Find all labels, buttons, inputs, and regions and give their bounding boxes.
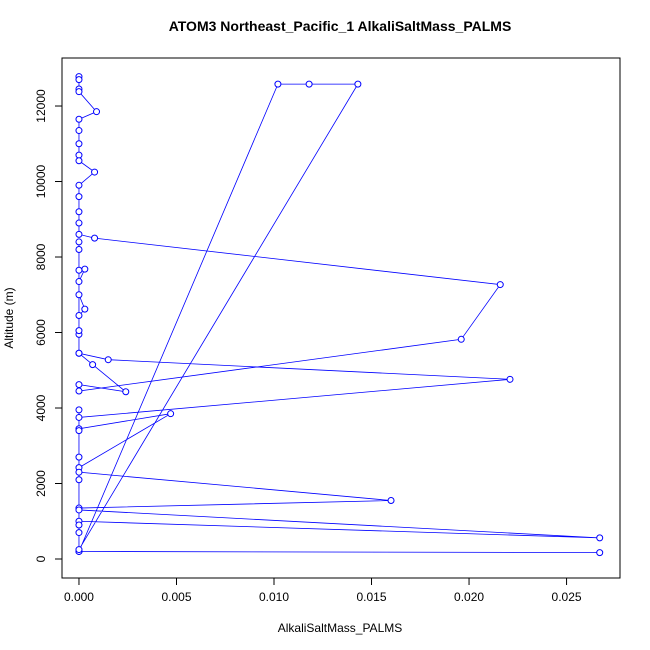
data-point [75,127,83,135]
x-tick-label: 0.020 [454,590,484,604]
x-axis-label: AlkaliSaltMass_PALMS [278,621,403,635]
data-point [75,193,83,201]
data-point [596,549,604,557]
data-point [91,168,99,176]
data-point [75,387,83,395]
y-tick-label: 0 [34,555,48,562]
data-point [75,427,83,435]
data-point [93,108,101,116]
data-point [91,234,99,242]
data-point [496,281,504,289]
data-point [104,356,112,364]
data-point [457,335,465,343]
data-point [75,521,83,529]
data-point [75,453,83,461]
data-point [122,388,130,396]
data-point [75,312,83,320]
data-point [75,506,83,514]
x-tick-label: 0.015 [357,590,387,604]
data-point [596,534,604,542]
x-tick-label: 0.005 [161,590,191,604]
data-point [75,291,83,299]
data-point [167,410,175,418]
x-tick-label: 0.025 [552,590,582,604]
data-point [75,230,83,238]
plot-frame [61,57,621,579]
data-point [75,76,83,84]
data-point [75,115,83,123]
y-tick-label: 4000 [34,394,48,421]
data-point [75,245,83,253]
data-point [75,413,83,421]
data-point [75,238,83,246]
y-axis-label: Altitude (m) [2,287,16,348]
y-tick-label: 8000 [34,243,48,270]
data-point [75,181,83,189]
data-point [75,529,83,537]
data-point [274,80,282,88]
x-tick-label: 0.000 [64,590,94,604]
data-point [89,361,97,369]
data-point [506,375,514,383]
y-tick-label: 10000 [34,165,48,199]
data-point [75,157,83,165]
data-point [354,80,362,88]
data-point [75,140,83,148]
data-point [75,151,83,159]
data-point [75,88,83,96]
data-point [75,468,83,476]
x-tick-label: 0.010 [259,590,289,604]
data-point [81,265,89,273]
y-tick-label: 2000 [34,470,48,497]
data-point [387,497,395,505]
y-tick-label: 12000 [34,89,48,123]
data-point [75,219,83,227]
data-point [75,278,83,286]
data-point [75,327,83,335]
data-point [305,80,313,88]
data-point [75,381,83,389]
data-point [75,349,83,357]
y-tick-label: 6000 [34,319,48,346]
data-point [75,208,83,216]
data-line [78,76,600,553]
data-point [75,266,83,274]
data-point [75,406,83,414]
data-point [75,546,83,554]
data-point [75,476,83,484]
data-point [81,305,89,313]
chart-title: ATOM3 Northeast_Pacific_1 AlkaliSaltMass… [169,18,512,34]
